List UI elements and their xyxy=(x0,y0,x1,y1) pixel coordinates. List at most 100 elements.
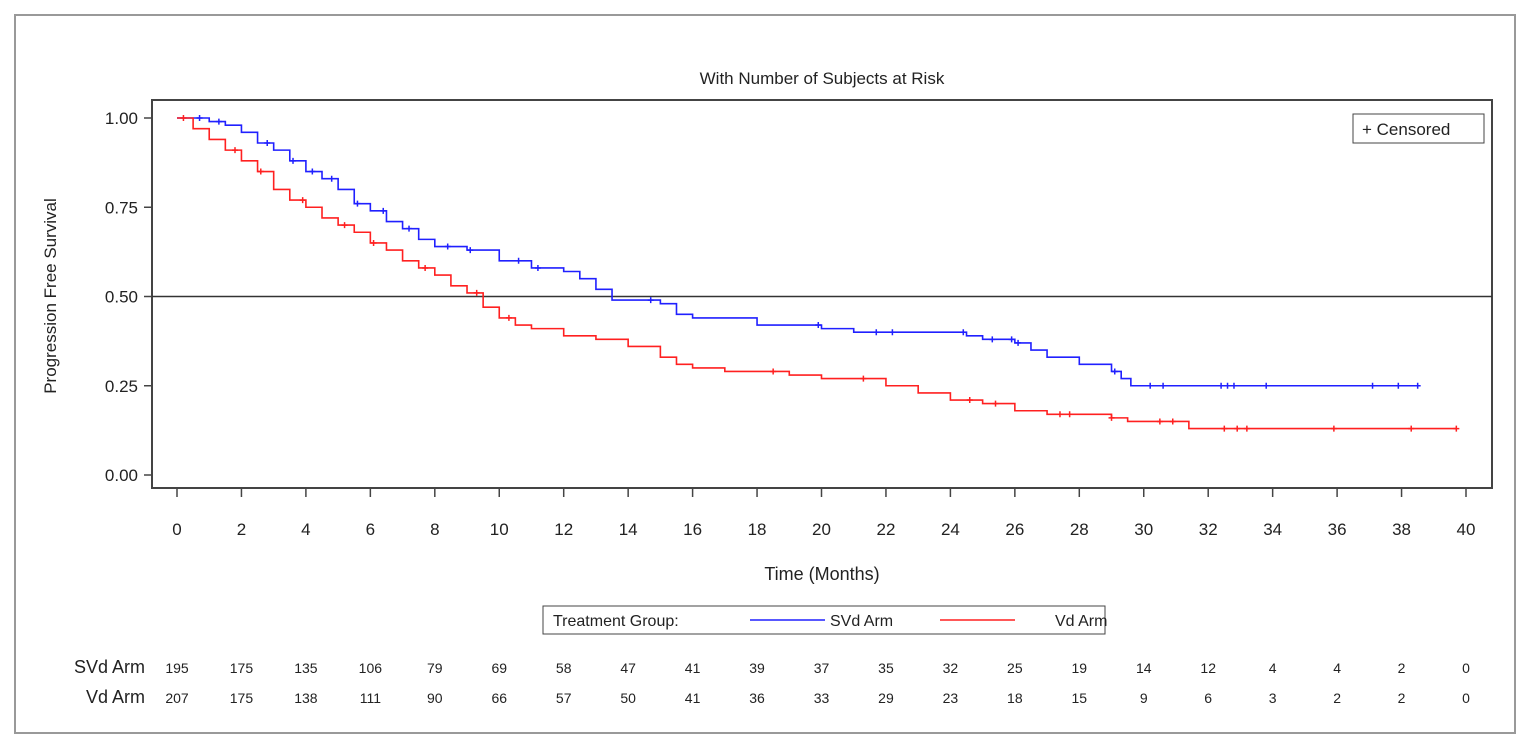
censored-mark xyxy=(1230,382,1237,389)
censored-mark xyxy=(966,397,973,404)
x-tick-label: 12 xyxy=(554,520,573,539)
at-risk-count: 90 xyxy=(427,690,443,706)
censored-mark xyxy=(328,175,335,182)
censored-mark xyxy=(309,168,316,175)
censored-mark xyxy=(406,225,413,232)
at-risk-count: 37 xyxy=(814,660,830,676)
at-risk-count: 0 xyxy=(1462,660,1470,676)
at-risk-count: 58 xyxy=(556,660,572,676)
censored-mark xyxy=(380,207,387,214)
censored-mark xyxy=(1408,425,1415,432)
risk-label-svd: SVd Arm xyxy=(74,657,145,677)
at-risk-count: 111 xyxy=(360,690,381,706)
at-risk-count: 50 xyxy=(620,690,636,706)
at-risk-count: 25 xyxy=(1007,660,1023,676)
y-tick-label: 0.25 xyxy=(105,377,138,396)
at-risk-count: 36 xyxy=(749,690,765,706)
at-risk-count: 0 xyxy=(1462,690,1470,706)
at-risk-count: 29 xyxy=(878,690,894,706)
censored-mark xyxy=(515,257,522,264)
at-risk-count: 6 xyxy=(1204,690,1212,706)
censored-mark xyxy=(232,147,239,154)
chart-subtitle: With Number of Subjects at Risk xyxy=(700,69,945,88)
risk-label-vd: Vd Arm xyxy=(86,687,145,707)
x-tick-label: 26 xyxy=(1005,520,1024,539)
at-risk-count: 138 xyxy=(294,690,318,706)
censored-mark xyxy=(467,247,474,254)
y-tick-label: 0.75 xyxy=(105,198,138,217)
at-risk-count: 175 xyxy=(230,660,254,676)
at-risk-count: 175 xyxy=(230,690,254,706)
censored-mark xyxy=(264,139,271,146)
at-risk-count: 195 xyxy=(165,660,189,676)
x-tick-label: 28 xyxy=(1070,520,1089,539)
censored-mark xyxy=(873,329,880,336)
at-risk-count: 41 xyxy=(685,690,701,706)
x-axis-label: Time (Months) xyxy=(764,564,879,584)
at-risk-count: 4 xyxy=(1333,660,1341,676)
censored-mark xyxy=(992,400,999,407)
x-tick-label: 18 xyxy=(748,520,767,539)
at-risk-count: 41 xyxy=(685,660,701,676)
at-risk-count: 135 xyxy=(294,660,318,676)
at-risk-count: 35 xyxy=(878,660,894,676)
censored-legend: + Censored xyxy=(1352,113,1485,144)
censored-mark xyxy=(1369,382,1376,389)
censored-mark xyxy=(1263,382,1270,389)
at-risk-count: 66 xyxy=(491,690,507,706)
censored-mark xyxy=(1395,382,1402,389)
x-tick-label: 2 xyxy=(237,520,246,539)
at-risk-count: 39 xyxy=(749,660,765,676)
x-tick-label: 34 xyxy=(1263,520,1282,539)
censored-mark xyxy=(1221,425,1228,432)
outer-frame xyxy=(14,14,1516,734)
censored-mark xyxy=(299,197,306,204)
censored-mark xyxy=(1243,425,1250,432)
censored-mark xyxy=(1234,425,1241,432)
at-risk-count: 33 xyxy=(814,690,830,706)
survival-curve-svd xyxy=(177,117,1418,387)
censored-mark xyxy=(1218,382,1225,389)
x-tick-label: 22 xyxy=(876,520,895,539)
censored-mark xyxy=(770,368,777,375)
at-risk-count: 15 xyxy=(1072,690,1088,706)
censored-mark xyxy=(1056,411,1063,418)
legend-label-vd: Vd Arm xyxy=(1055,613,1107,630)
legend-title: Treatment Group: xyxy=(553,613,679,630)
x-tick-label: 16 xyxy=(683,520,702,539)
at-risk-count: 14 xyxy=(1136,660,1152,676)
x-tick-label: 38 xyxy=(1392,520,1411,539)
censored-mark xyxy=(196,115,203,121)
x-tick-label: 8 xyxy=(430,520,439,539)
censored-mark xyxy=(1147,382,1154,389)
at-risk-count: 19 xyxy=(1072,660,1088,676)
censored-mark xyxy=(370,239,377,246)
at-risk-count: 12 xyxy=(1200,660,1216,676)
censored-mark xyxy=(1008,336,1015,343)
x-tick-label: 10 xyxy=(490,520,509,539)
censored-mark xyxy=(1066,411,1073,418)
censored-mark xyxy=(505,314,512,321)
at-risk-count: 2 xyxy=(1398,660,1406,676)
x-tick-label: 6 xyxy=(366,520,375,539)
censored-mark xyxy=(473,289,480,296)
at-risk-count: 207 xyxy=(165,690,189,706)
censored-mark xyxy=(257,168,264,175)
censored-mark xyxy=(1108,414,1115,421)
at-risk-count: 47 xyxy=(620,660,636,676)
x-tick-label: 0 xyxy=(172,520,181,539)
x-tick-label: 36 xyxy=(1328,520,1347,539)
x-tick-label: 40 xyxy=(1457,520,1476,539)
x-tick-label: 20 xyxy=(812,520,831,539)
censored-mark xyxy=(1156,418,1163,425)
censored-mark xyxy=(1453,425,1460,432)
censored-mark xyxy=(180,115,187,121)
y-tick-label: 1.00 xyxy=(105,109,138,128)
x-tick-label: 30 xyxy=(1134,520,1153,539)
censored-mark xyxy=(354,200,361,207)
plot-frame xyxy=(151,99,1493,489)
censored-mark xyxy=(341,222,348,229)
legend-label-svd: SVd Arm xyxy=(830,613,893,630)
treatment-legend: Treatment Group: SVd Arm Vd Arm xyxy=(542,605,1107,635)
